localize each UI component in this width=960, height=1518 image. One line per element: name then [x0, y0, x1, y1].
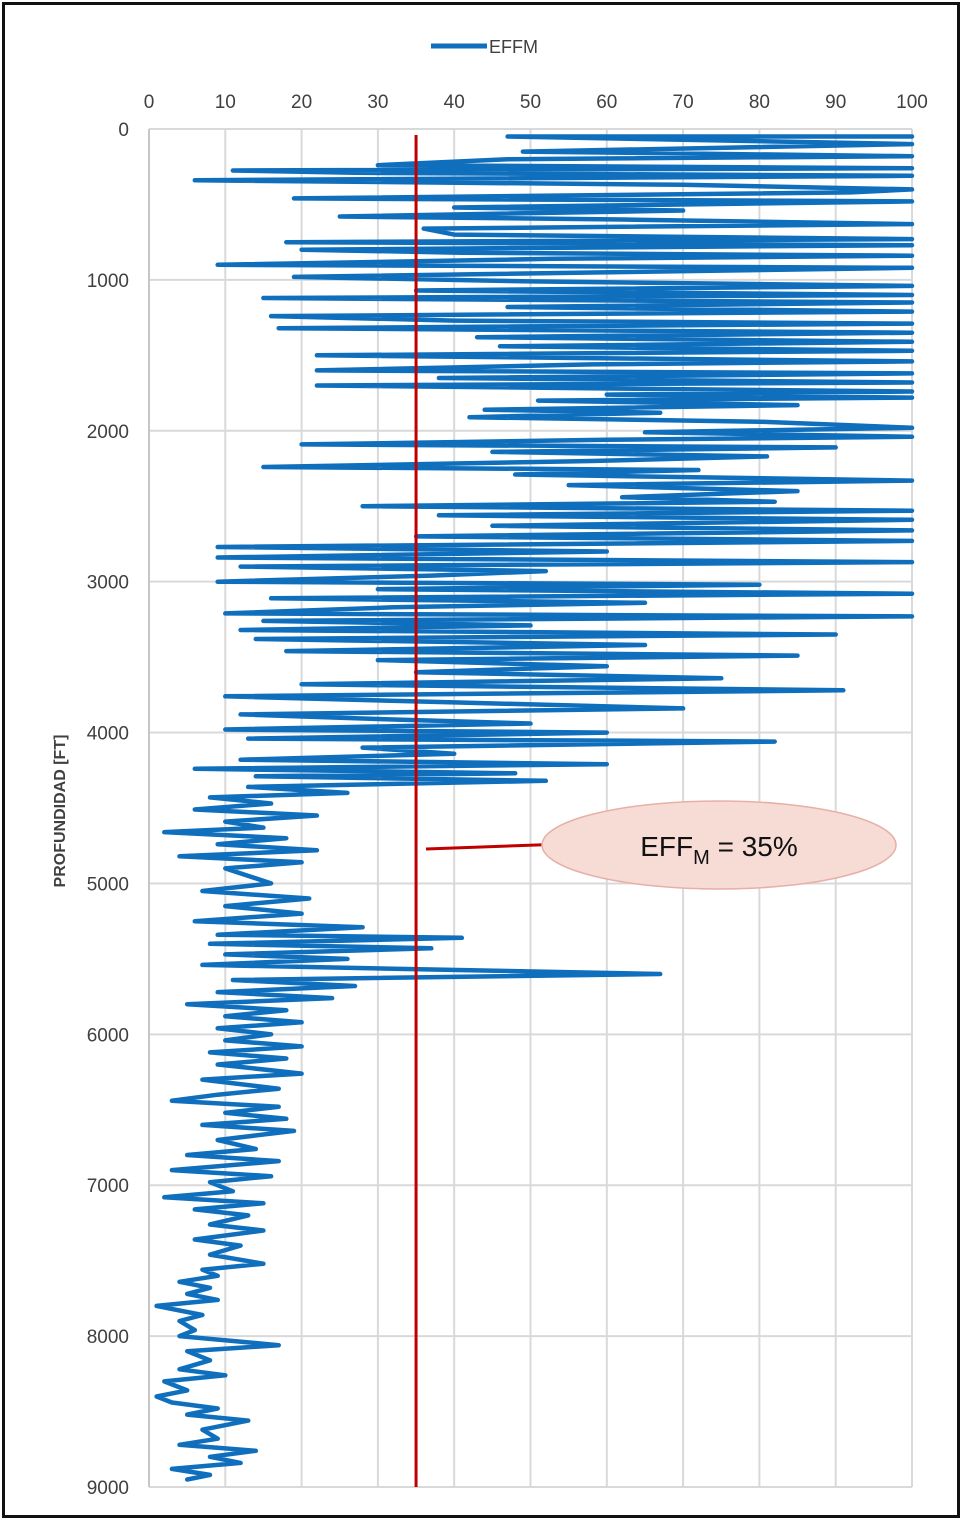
x-tick-label-2: 20 — [291, 92, 312, 113]
x-tick-label-1: 10 — [215, 92, 236, 113]
x-tick-label-7: 70 — [673, 92, 694, 113]
y-tick-label-6: 6000 — [87, 1025, 129, 1046]
annotation-effm: EFFM = 35% — [425, 800, 897, 890]
annotation-bubble — [541, 800, 897, 890]
series-line-effm — [154, 134, 915, 1482]
series-layer — [154, 134, 915, 1482]
effm-chart: 0 10 20 30 40 50 60 70 80 90 100 0 1000 2000 3000 4000… — [52, 37, 928, 1499]
y-tick-label-8: 8000 — [87, 1327, 129, 1348]
x-tick-label-4: 40 — [444, 92, 465, 113]
x-tick-label-3: 30 — [367, 92, 388, 113]
legend: EFFM — [431, 37, 538, 57]
x-tick-label-10: 100 — [896, 92, 928, 113]
y-tick-labels: 0 1000 2000 3000 4000 5000 6000 7000 8000 9000 — [87, 120, 129, 1499]
annotation-text-sub: M — [693, 847, 710, 869]
y-tick-label-5: 5000 — [87, 874, 129, 895]
y-tick-label-4: 4000 — [87, 724, 129, 745]
y-axis-title: PROFUNDIDAD [FT] — [52, 735, 69, 888]
x-tick-label-0: 0 — [144, 92, 155, 113]
x-tick-label-8: 80 — [749, 92, 770, 113]
x-tick-label-9: 90 — [825, 92, 846, 113]
y-tick-label-3: 3000 — [87, 573, 129, 594]
y-tick-label-2: 2000 — [87, 422, 129, 443]
annotation-text-rest: = 35% — [710, 831, 798, 862]
x-tick-label-5: 50 — [520, 92, 541, 113]
y-tick-label-7: 7000 — [87, 1176, 129, 1197]
annotation-text-main: EFF — [640, 831, 693, 862]
annotation-text: EFFM = 35% — [640, 831, 798, 869]
x-tick-labels: 0 10 20 30 40 50 60 70 80 90 100 — [144, 92, 928, 113]
y-tick-label-1: 1000 — [87, 271, 129, 292]
y-tick-label-0: 0 — [118, 120, 129, 141]
x-tick-label-6: 60 — [596, 92, 617, 113]
legend-label-effm: EFFM — [489, 37, 538, 57]
y-tick-label-9: 9000 — [87, 1478, 129, 1499]
